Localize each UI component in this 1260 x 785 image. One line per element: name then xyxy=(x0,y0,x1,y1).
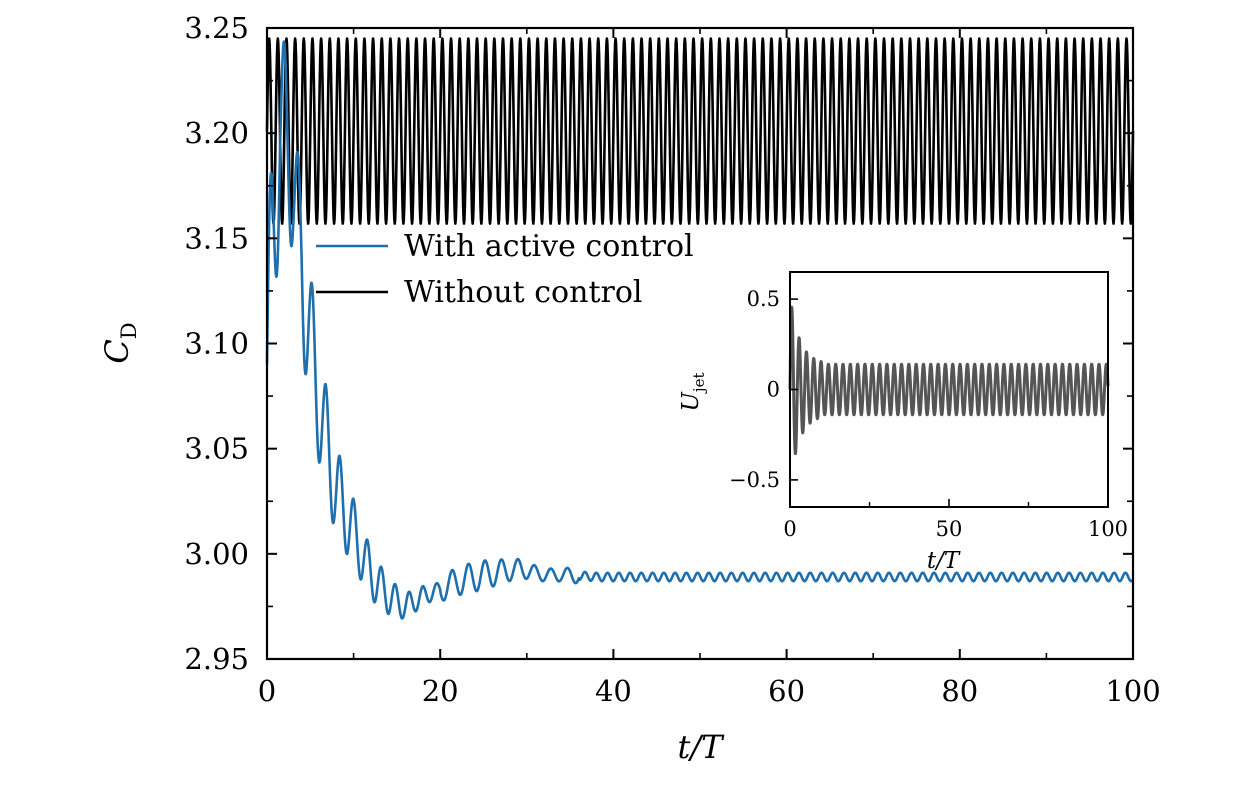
inset-y-axis-title-main: U xyxy=(678,390,704,411)
legend-label-with-active-control: With active control xyxy=(404,229,694,264)
inset-y-axis-title: Ujet xyxy=(678,373,708,412)
inset-y-tick-label: 0 xyxy=(767,378,780,402)
series-line-without-control xyxy=(265,37,1135,225)
x-tick-label: 100 xyxy=(1105,674,1160,708)
y-tick-label: 3.00 xyxy=(184,537,249,571)
y-tick-label: 3.25 xyxy=(184,11,249,45)
x-tick-label: 80 xyxy=(941,674,978,708)
main-plot: 0 20 40 60 80 100 2.95 3.00 3.05 3.10 3.15 3.20 3.25… xyxy=(98,11,1161,766)
x-tick-label: 0 xyxy=(258,674,276,708)
inset-y-tick-label: 0.5 xyxy=(747,287,780,311)
y-axis-title: CD xyxy=(98,322,141,363)
y-tick-label: 3.15 xyxy=(184,221,249,255)
y-axis-title-main: C xyxy=(98,339,136,363)
inset-x-tick-label: 0 xyxy=(783,517,796,541)
inset-series-line-ujet xyxy=(788,305,1110,456)
inset-y-axis-title-sub: jet xyxy=(690,373,708,395)
x-tick-label: 60 xyxy=(768,674,805,708)
inset-background xyxy=(790,272,1108,507)
inset-y-tick-label: −0.5 xyxy=(729,468,780,492)
x-tick-label: 40 xyxy=(595,674,632,708)
inset-x-tick-label: 50 xyxy=(936,517,963,541)
inset-plot: 0 50 100 0.5 0 −0.5 t/T Ujet xyxy=(678,271,1128,574)
y-tick-label: 3.20 xyxy=(184,116,249,150)
inset-x-tick-label: 100 xyxy=(1088,517,1128,541)
x-axis-title: t/T xyxy=(678,728,726,766)
x-tick-label: 20 xyxy=(422,674,459,708)
series-line-with-active-control xyxy=(265,40,1134,620)
inset-x-axis-title: t/T xyxy=(927,548,961,574)
y-tick-label: 2.95 xyxy=(184,642,249,676)
y-tick-label: 3.10 xyxy=(184,327,249,361)
y-tick-label: 3.05 xyxy=(184,432,249,466)
y-axis-title-sub: D xyxy=(117,322,141,339)
legend-label-without-control: Without control xyxy=(404,275,643,310)
